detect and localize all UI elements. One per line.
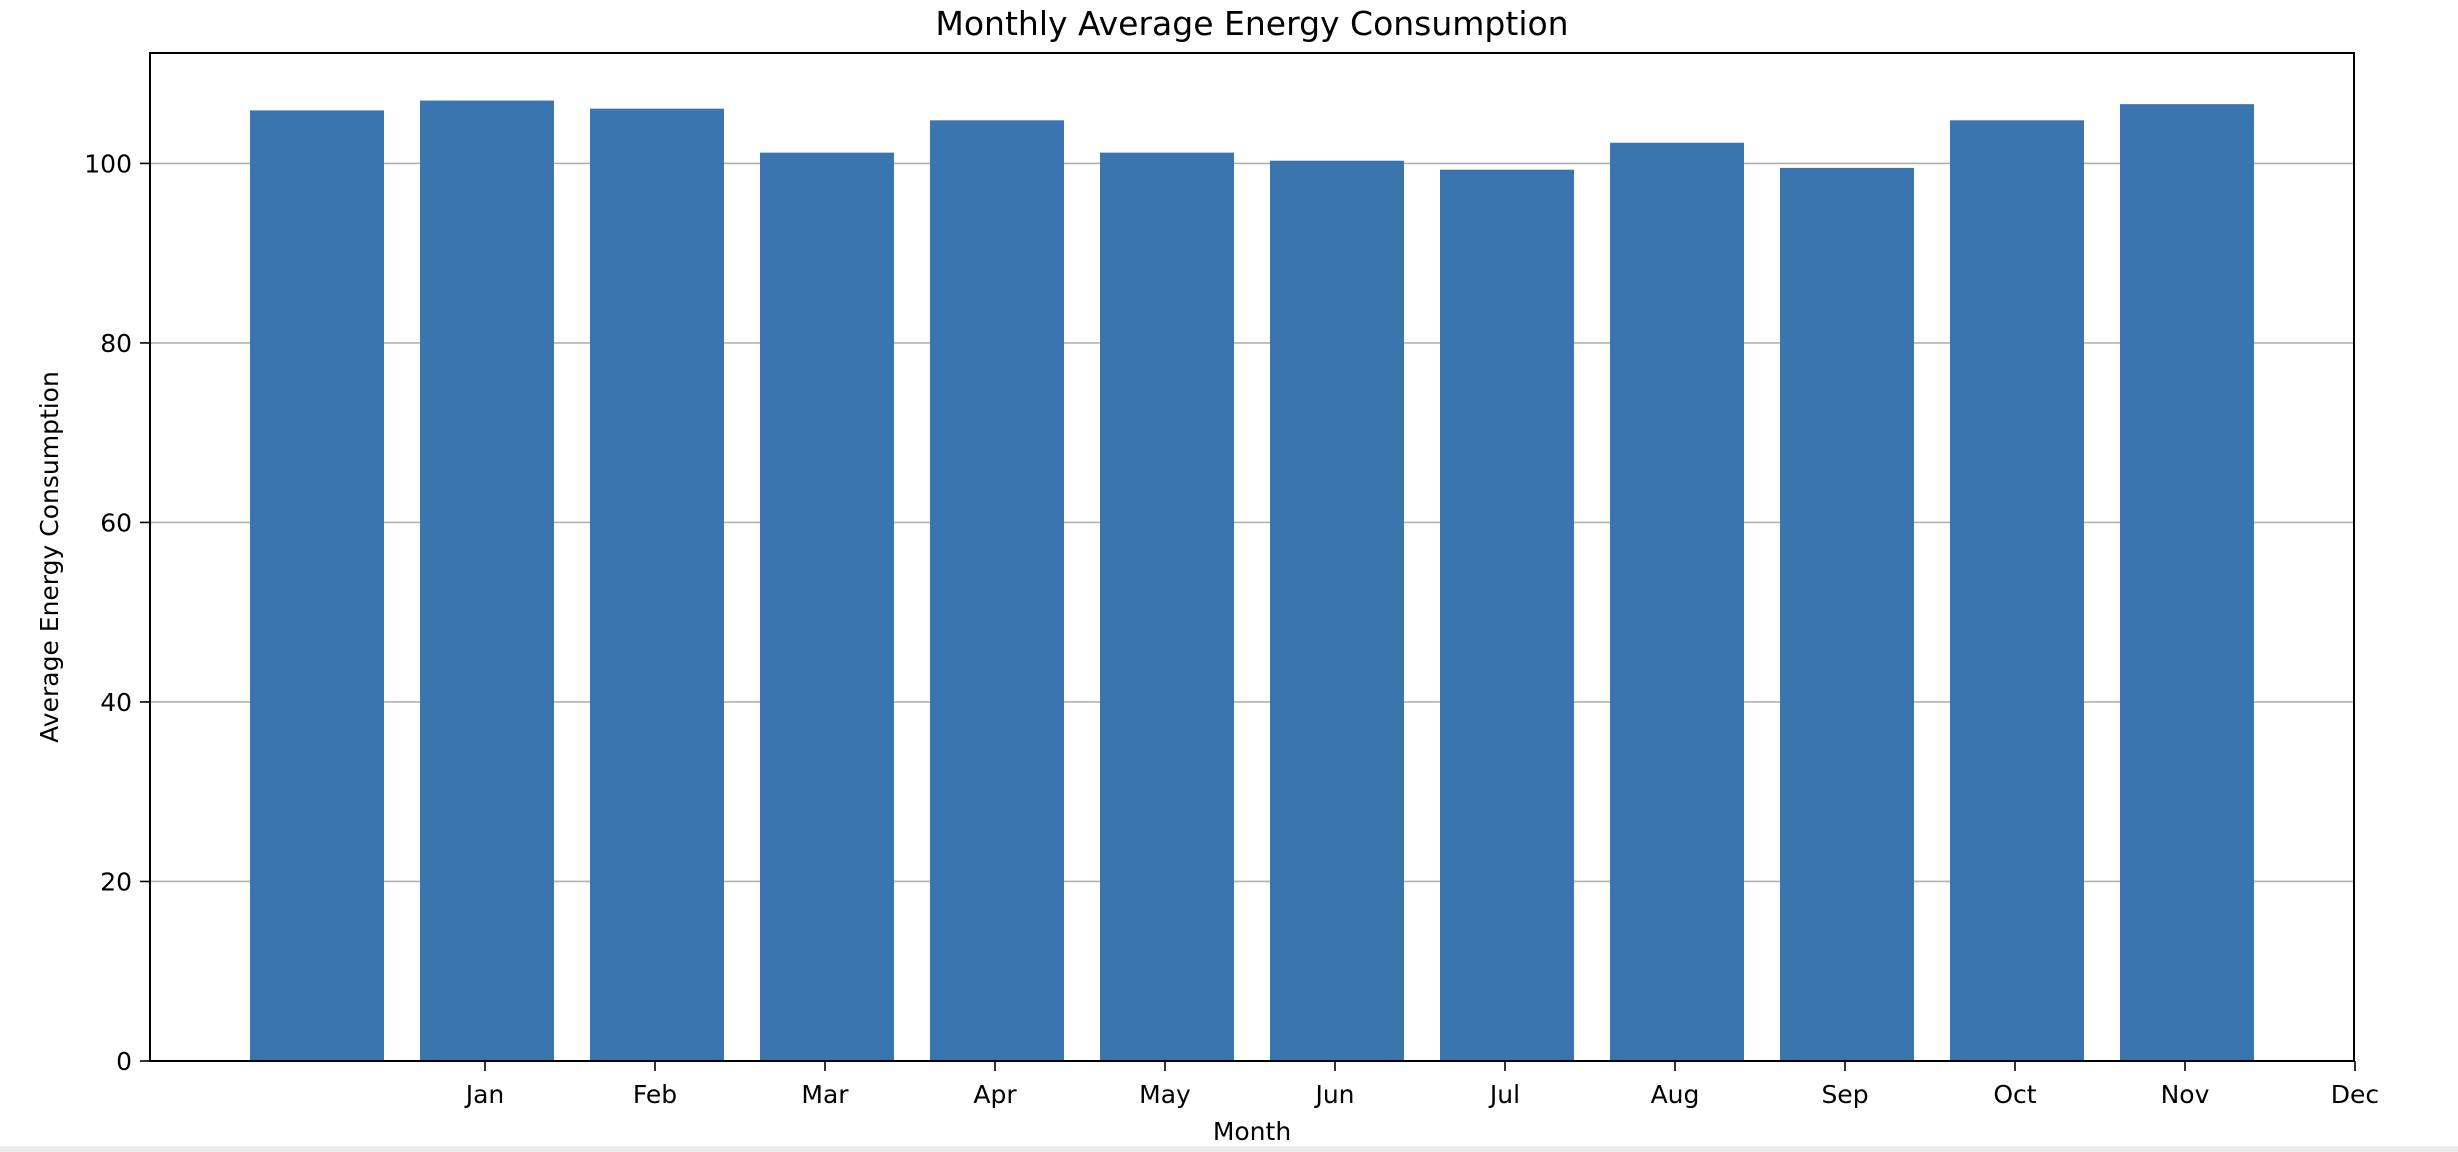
x-tick-label: Jan — [464, 1080, 505, 1109]
x-tick-label: Feb — [633, 1080, 677, 1109]
bar — [1610, 142, 1744, 1061]
x-tick-label: Dec — [2331, 1080, 2379, 1109]
x-tick-label: Mar — [801, 1080, 849, 1109]
plot-frame — [149, 52, 2355, 1062]
bar — [2120, 104, 2254, 1061]
x-tick-label: May — [1139, 1080, 1191, 1109]
x-tick-label: Aug — [1651, 1080, 1700, 1109]
y-tick-label: 0 — [116, 1047, 132, 1076]
bar — [590, 108, 724, 1061]
bars — [250, 100, 2254, 1062]
bar — [1100, 152, 1234, 1062]
window-bottom-edge — [0, 1146, 2458, 1152]
y-tick-label: 80 — [100, 329, 132, 358]
bar — [760, 152, 894, 1062]
bar — [1270, 160, 1404, 1061]
x-axis-ticks: Jan Feb Mar Apr May Jun Jul Aug Sep Oct Nov Dec — [464, 1061, 2379, 1109]
x-tick-label: Apr — [973, 1080, 1017, 1109]
y-axis-ticks: 0 20 40 60 80 100 — [84, 149, 150, 1076]
bar — [1440, 169, 1574, 1061]
x-axis-label: Month — [1213, 1117, 1291, 1146]
bar — [250, 110, 384, 1062]
x-tick-label: Jun — [1313, 1080, 1354, 1109]
x-tick-label: Nov — [2161, 1080, 2210, 1109]
x-tick-label: Sep — [1821, 1080, 1868, 1109]
bar — [930, 120, 1064, 1061]
chart-title: Monthly Average Energy Consumption — [935, 4, 1568, 43]
y-axis-label: Average Energy Consumption — [35, 371, 64, 743]
x-tick-label: Oct — [1993, 1080, 2036, 1109]
y-tick-label: 60 — [100, 508, 132, 537]
bar — [1950, 120, 2084, 1061]
y-tick-label: 40 — [100, 688, 132, 717]
y-tick-label: 20 — [100, 867, 132, 896]
x-tick-label: Jul — [1488, 1080, 1520, 1109]
bar — [1780, 167, 1914, 1061]
y-tick-label: 100 — [84, 149, 132, 178]
bar — [420, 100, 554, 1061]
